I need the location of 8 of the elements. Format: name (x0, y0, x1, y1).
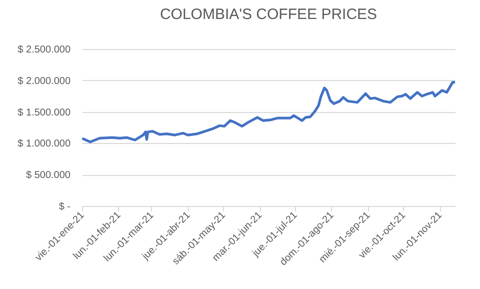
chart-title: COLOMBIA'S COFFEE PRICES (160, 6, 378, 23)
y-tick-label: $ - (58, 202, 70, 212)
y-tick-label: $ 2.000.000 (18, 76, 71, 87)
y-tick-label: $ 1.000.000 (18, 138, 71, 150)
y-tick-label: $ 500.000 (26, 170, 71, 182)
line-series (82, 80, 455, 144)
y-tick-label: $ 2.500.000 (18, 44, 71, 56)
y-tick-label: $ 1.500.000 (18, 107, 71, 118)
